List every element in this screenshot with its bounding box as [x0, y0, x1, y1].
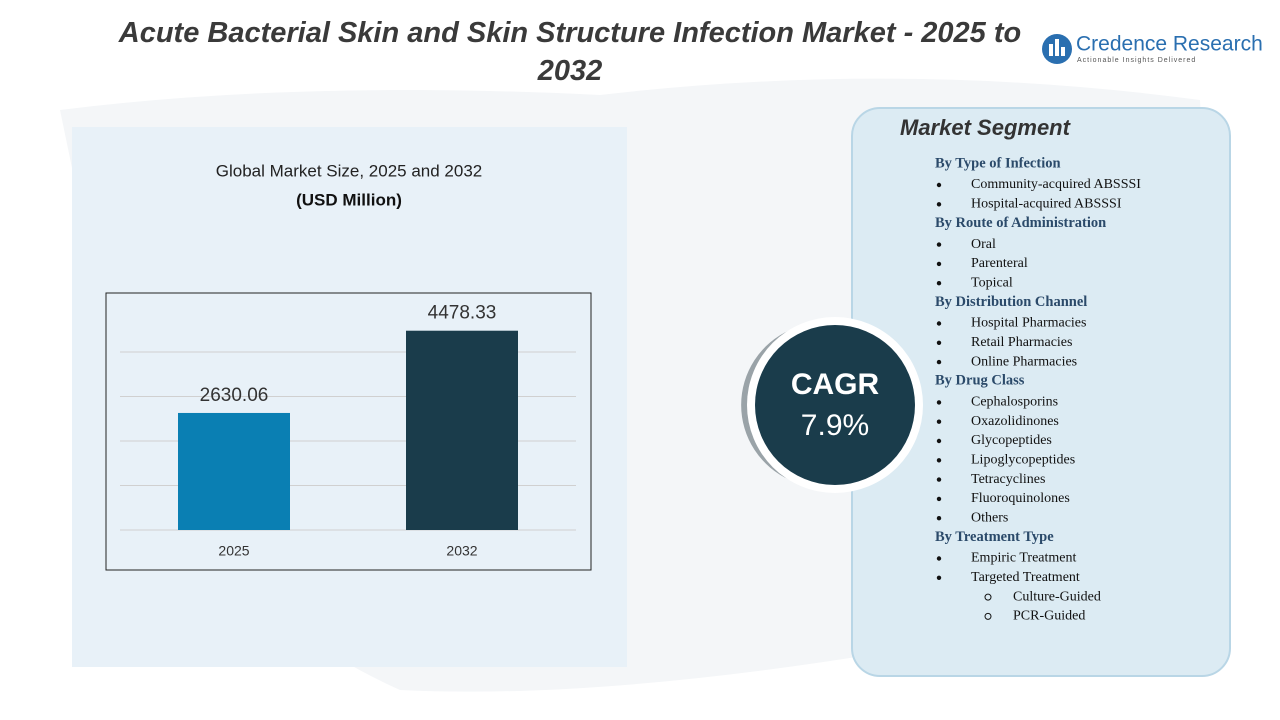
segment-item: Empiric Treatment — [971, 551, 1076, 566]
sub-bullet — [984, 593, 992, 601]
bullet — [936, 340, 942, 345]
bullet — [936, 321, 942, 326]
bullet — [936, 496, 942, 502]
segment-item: Parenteral — [971, 256, 1028, 271]
bullet — [936, 438, 942, 444]
bar — [406, 330, 518, 530]
segment-subitem: Culture-Guided — [1013, 589, 1101, 604]
logo-name: Credence Research — [1076, 33, 1263, 56]
value-label: 4478.33 — [428, 303, 497, 324]
value-label: 2630.06 — [200, 385, 269, 406]
x-tick-label: 2025 — [218, 543, 249, 559]
chart-title: Global Market Size, 2025 and 2032 — [216, 161, 483, 180]
segment-item: Retail Pharmacies — [971, 335, 1072, 350]
sub-bullet — [984, 612, 992, 620]
bullet — [936, 575, 942, 580]
plot-frame — [105, 292, 592, 571]
segment-item: Fluoroquinolones — [971, 491, 1070, 506]
segment-subitem: PCR-Guided — [1013, 609, 1085, 624]
segment-group: By Treatment Type — [935, 529, 1054, 545]
segment-item: Oral — [971, 237, 996, 252]
segment-item: Others — [971, 510, 1008, 525]
segment-item: Online Pharmacies — [971, 354, 1077, 369]
bullet — [936, 281, 942, 286]
bullet — [936, 477, 942, 482]
segment-item: Lipoglycopeptides — [971, 453, 1075, 468]
segment-group: By Distribution Channel — [935, 294, 1087, 310]
bullet — [936, 516, 942, 521]
cagr-circle — [755, 325, 915, 485]
segment-group: By Drug Class — [935, 373, 1025, 389]
segment-item: Hospital Pharmacies — [971, 316, 1086, 331]
bar — [178, 412, 290, 530]
segment-item: Topical — [971, 275, 1013, 290]
cagr-ring — [741, 330, 790, 480]
bullet — [936, 400, 942, 405]
logo-tagline: Actionable Insights Delivered — [1077, 57, 1196, 64]
x-tick-label: 2032 — [446, 543, 477, 559]
bullet — [936, 242, 942, 247]
segment-item: Glycopeptides — [971, 433, 1052, 448]
page-title: Acute Bacterial Skin and Skin Structure … — [118, 17, 1022, 87]
segment-item: Tetracyclines — [971, 472, 1045, 487]
segment-item: Community-acquired ABSSSI — [971, 177, 1141, 192]
bullet — [936, 556, 942, 561]
bullet — [936, 202, 942, 207]
logo-icon — [1042, 34, 1072, 64]
segment-item: Cephalosporins — [971, 395, 1058, 410]
bullet — [936, 458, 942, 463]
bullet — [936, 261, 942, 267]
cagr-label: CAGR — [791, 368, 880, 401]
segment-item: Oxazolidinones — [971, 414, 1059, 429]
segment-item: Targeted Treatment — [971, 570, 1080, 585]
segment-title: Market Segment — [900, 115, 1072, 140]
cagr-value: 7.9% — [801, 409, 869, 442]
chart-subtitle: (USD Million) — [296, 190, 402, 209]
segment-group: By Route of Administration — [935, 215, 1106, 231]
bullet — [936, 182, 942, 188]
bullet — [936, 419, 942, 424]
segment-item: Hospital-acquired ABSSSI — [971, 197, 1122, 212]
segment-group: By Type of Infection — [935, 155, 1061, 171]
bullet — [936, 359, 942, 365]
